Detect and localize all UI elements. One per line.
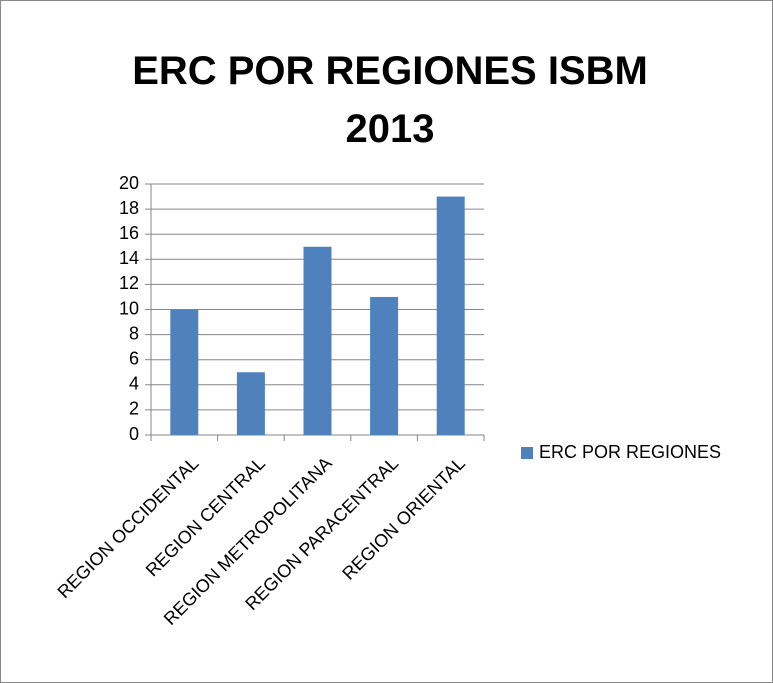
y-tick-label: 4 [129, 374, 139, 394]
bar [236, 372, 265, 435]
y-tick-label: 10 [119, 298, 139, 318]
y-tick-label: 12 [119, 273, 139, 293]
legend-swatch [521, 447, 533, 459]
bar [436, 196, 465, 435]
y-tick-label: 14 [119, 248, 139, 268]
x-tick-label: REGION CENTRAL [142, 453, 269, 580]
chart-title: ERC POR REGIONES ISBM 2013 [132, 49, 648, 151]
y-tick-label: 20 [119, 173, 139, 193]
y-tick-label: 16 [119, 223, 139, 243]
bar [370, 296, 399, 435]
y-tick-label: 18 [119, 198, 139, 218]
x-tick-label: REGION ORIENTAL [338, 453, 469, 584]
y-tick-label: 6 [129, 348, 139, 368]
y-tick-label: 8 [129, 323, 139, 343]
legend-label: ERC POR REGIONES [539, 442, 721, 462]
bar [170, 309, 199, 435]
y-tick-label: 0 [129, 424, 139, 444]
y-tick-label: 2 [129, 399, 139, 419]
bar [303, 246, 332, 435]
